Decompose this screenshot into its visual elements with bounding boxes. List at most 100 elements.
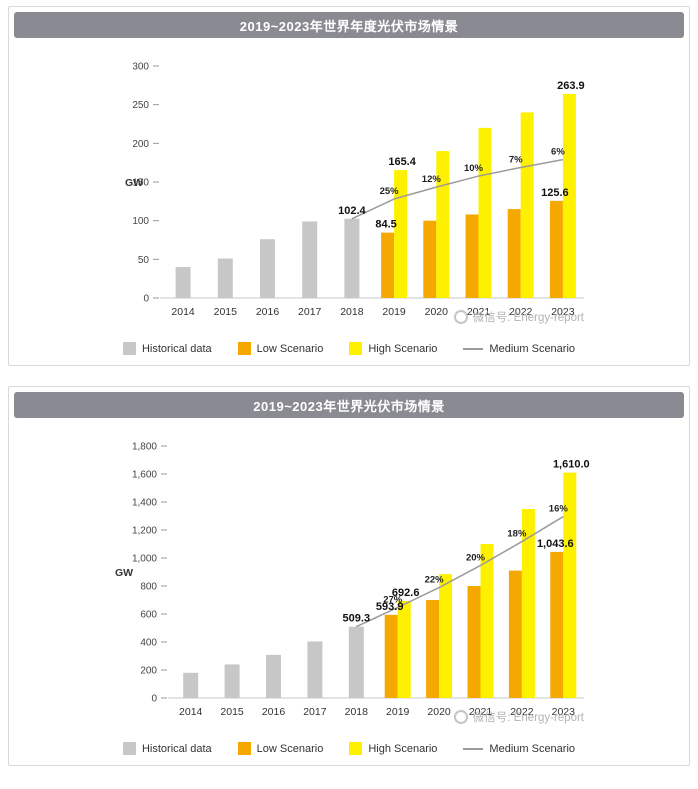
bar-value-label: 1,043.6 [537, 538, 574, 550]
x-tick-label: 2019 [382, 306, 406, 318]
x-tick-label: 2016 [256, 306, 280, 318]
y-tick-label: 1,000 [132, 554, 157, 565]
growth-rate-label: 10% [464, 163, 484, 174]
legend-label-medium: Medium Scenario [489, 342, 576, 355]
medium-line-swatch [463, 747, 484, 750]
legend-item-medium: Medium Scenario [463, 343, 575, 355]
y-tick-label: 250 [132, 100, 149, 111]
bar-historical [175, 267, 191, 298]
legend-item-historical: Historical data [122, 342, 212, 355]
growth-rate-label: 6% [551, 147, 565, 158]
chart-area-cumulative: 0 200 400 600 800 1,000 1,200 1,400 1,600 1,800 GW… [14, 418, 684, 755]
x-tick-label: 2015 [214, 306, 238, 318]
low-scenario-swatch [237, 342, 251, 355]
x-tick-label: 2019 [386, 706, 410, 718]
bar-low-scenario [508, 570, 522, 698]
bar-high-scenario [562, 93, 576, 298]
bar-low-scenario [384, 614, 398, 698]
bar-low-scenario [465, 214, 479, 298]
y-tick-label: 1,200 [132, 526, 157, 537]
bar-low-scenario [507, 209, 521, 298]
legend-label-medium: Medium Scenario [489, 742, 576, 755]
x-tick-label: 2022 [510, 706, 534, 718]
bar-value-label: 84.5 [375, 219, 396, 231]
growth-rate-label: 18% [507, 529, 527, 540]
bar-high-scenario [520, 112, 534, 299]
bar-low-scenario [550, 551, 564, 698]
chart-title-annual: 2019~2023年世界年度光伏市场情景 [239, 18, 459, 34]
legend-cumulative: Historical data Low Scenario High Scenar… [14, 742, 684, 755]
bar-high-scenario [439, 574, 453, 698]
bar-high-scenario [521, 509, 535, 698]
bar-historical [183, 672, 199, 698]
chart-area-annual: 0 50 100 150 200 250 300 GW 2014 2015 2016 2017 2018… [14, 38, 684, 355]
y-tick-label: 50 [138, 255, 150, 266]
legend-item-low: Low Scenario [237, 742, 323, 755]
growth-rate-label: 20% [466, 552, 486, 563]
x-tick-label: 2023 [552, 706, 576, 718]
x-tick-label: 2017 [298, 306, 322, 318]
x-tick-label: 2014 [171, 306, 195, 318]
x-tick-label: 2018 [340, 306, 364, 318]
bar-low-scenario [549, 200, 563, 298]
growth-rate-label: 22% [425, 575, 445, 586]
legend-label-historical: Historical data [141, 342, 212, 355]
y-axis-title: GW [125, 177, 143, 189]
y-tick-label: 800 [140, 582, 157, 593]
bar-value-label: 102.4 [338, 205, 366, 217]
x-tick-label: 2018 [345, 706, 369, 718]
y-tick-label: 1,800 [132, 442, 157, 453]
bar-low-scenario [423, 220, 437, 298]
legend-label-high: High Scenario [368, 342, 438, 355]
bar-high-scenario [397, 601, 411, 698]
legend-item-medium: Medium Scenario [463, 743, 575, 755]
medium-scenario-line [351, 158, 564, 220]
high-scenario-swatch [349, 342, 363, 355]
legend-label-high: High Scenario [368, 742, 438, 755]
bar-value-label: 125.6 [541, 187, 569, 199]
x-tick-label: 2017 [303, 706, 327, 718]
y-tick-label: 200 [140, 666, 157, 677]
y-tick-label: 100 [132, 216, 149, 227]
bar-historical [307, 641, 323, 698]
bar-historical [260, 239, 275, 298]
x-tick-label: 2020 [427, 706, 451, 718]
card-annual-market: 2019~2023年世界年度光伏市场情景 0 50 100 150 200 250 300 G… [8, 6, 690, 366]
legend-item-high: High Scenario [349, 342, 437, 355]
high-scenario-swatch [349, 742, 363, 755]
growth-rate-label: 16% [549, 504, 569, 515]
bar-historical [217, 258, 233, 298]
x-tick-label: 2021 [469, 706, 493, 718]
y-tick-label: 1,600 [132, 470, 157, 481]
growth-rate-label: 25% [380, 186, 400, 197]
bar-historical [266, 654, 281, 698]
x-tick-label: 2015 [220, 706, 244, 718]
x-tick-label: 2014 [179, 706, 203, 718]
bar-value-label: 509.3 [343, 613, 371, 625]
bar-value-label: 692.6 [392, 587, 420, 599]
legend-label-historical: Historical data [141, 742, 212, 755]
bar-high-scenario [478, 127, 492, 298]
legend-annual: Historical data Low Scenario High Scenar… [14, 342, 684, 355]
y-tick-label: 0 [151, 694, 157, 705]
low-scenario-swatch [237, 742, 251, 755]
bar-value-label: 1,610.0 [553, 459, 590, 471]
medium-scenario-line [355, 515, 564, 628]
bar-low-scenario [426, 600, 440, 698]
bar-historical [348, 626, 364, 698]
y-tick-label: 150 [132, 178, 149, 189]
x-tick-label: 2023 [551, 306, 575, 318]
bar-value-label: 593.9 [376, 601, 404, 613]
legend-item-high: High Scenario [349, 742, 437, 755]
y-axis-title: GW [115, 567, 133, 579]
legend-item-historical: Historical data [122, 742, 212, 755]
x-tick-label: 2022 [509, 306, 533, 318]
title-bar-annual: 2019~2023年世界年度光伏市场情景 [14, 12, 684, 38]
y-tick-label: 0 [143, 294, 149, 305]
title-bar-cumulative: 2019~2023年世界光伏市场情景 [14, 392, 684, 418]
legend-label-low: Low Scenario [256, 342, 324, 355]
card-cumulative-market: 2019~2023年世界光伏市场情景 0 200 400 600 800 1,000 1,2… [8, 386, 690, 766]
growth-rate-label: 7% [509, 154, 523, 165]
bar-high-scenario [436, 151, 450, 298]
x-tick-label: 2016 [262, 706, 286, 718]
